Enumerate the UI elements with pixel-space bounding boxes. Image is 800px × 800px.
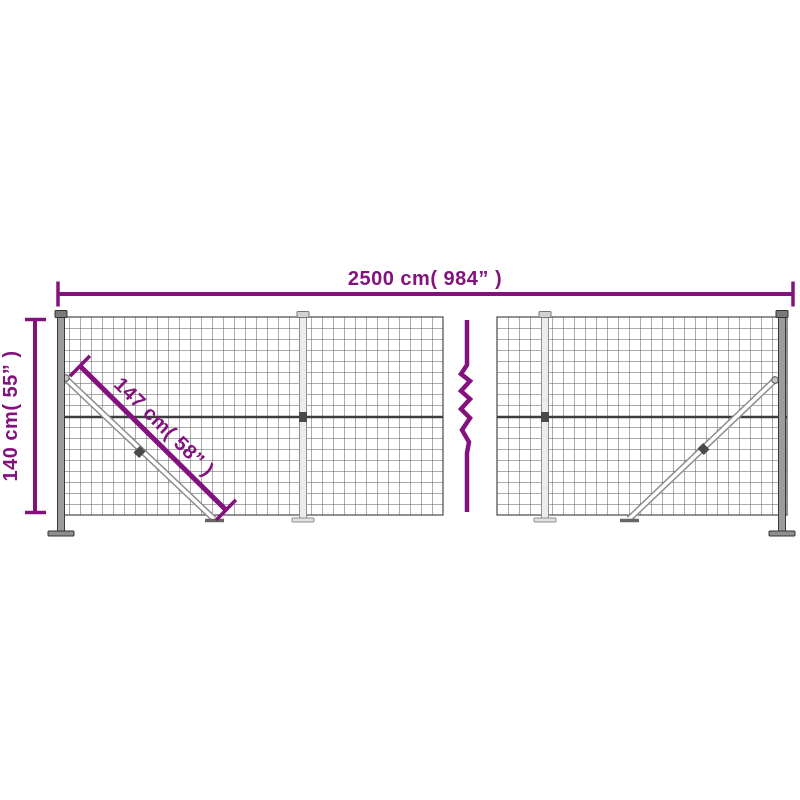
- post-mid-left-cap: [296, 311, 310, 318]
- strut-right-joint: [771, 376, 779, 384]
- post-mid-right: [533, 311, 557, 523]
- post-mid-right-foot-flange: [533, 517, 557, 523]
- post-right-body: [778, 314, 786, 532]
- width-dimension-label: 2500 cm( 984” ): [348, 268, 502, 290]
- post-right-cap: [775, 310, 789, 318]
- width-dimension: 2500 cm( 984” ): [56, 268, 795, 307]
- post-mid-left-clamp: [299, 412, 307, 422]
- post-right: [768, 310, 796, 537]
- strut-left: [61, 374, 224, 523]
- post-left-body: [57, 314, 65, 532]
- strut-left-clamp: [133, 445, 146, 459]
- post-mid-right-clamp: [541, 412, 549, 422]
- height-dimension-label: 140 cm( 55” ): [0, 350, 22, 481]
- diagonal-dimension-cap-top: [68, 354, 92, 378]
- post-left-cap: [54, 310, 68, 318]
- post-right-foot-flange: [768, 530, 796, 537]
- strut-right-clamp: [697, 442, 710, 456]
- break-symbol-zigzag: [457, 320, 474, 512]
- diagonal-dimension-cap-bottom: [214, 498, 238, 522]
- post-mid-left-foot-flange: [291, 517, 315, 523]
- post-mid-left: [291, 311, 315, 523]
- post-mid-right-cap: [538, 311, 552, 318]
- post-left-foot-flange: [47, 530, 75, 537]
- height-dimension: 140 cm( 55” ): [0, 317, 46, 515]
- mesh-panel-right: [496, 316, 788, 516]
- mesh-panel-left: [57, 316, 444, 516]
- diagonal-dimension-line: [78, 364, 228, 512]
- post-left: [47, 310, 75, 537]
